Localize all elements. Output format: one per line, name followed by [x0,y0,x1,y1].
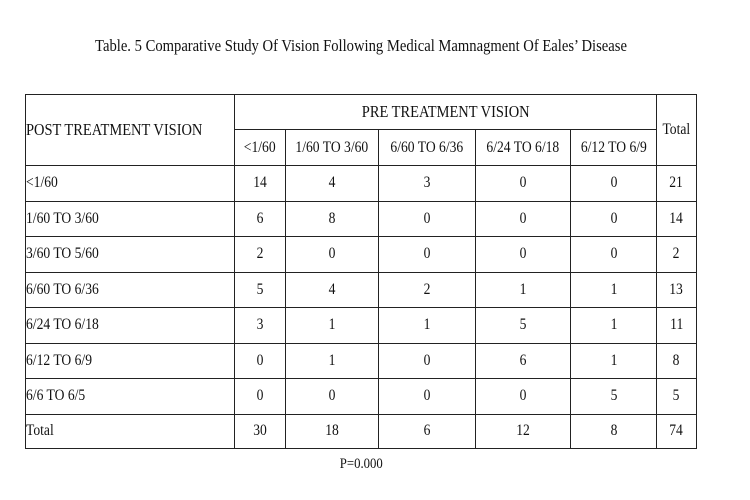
post-treatment-row-label: 1/60 TO 3/60 [25,200,235,237]
table-cell: 0 [474,236,572,273]
row-total-cell: 2 [655,236,698,273]
vision-comparison-table: POST TREATMENT VISION PRE TREATMENT VISI… [25,94,698,449]
post-treatment-row-label: 6/60 TO 6/36 [25,271,235,308]
table-cell: 0 [233,342,287,379]
pre-treatment-column-header: 6/24 TO 6/18 [474,129,572,166]
pre-treatment-column-header: <1/60 [233,129,287,166]
table-cell: 0 [233,378,287,415]
table-cell: 3 [233,307,287,344]
post-treatment-row-label: <1/60 [25,165,235,202]
table-cell: 4 [285,271,380,308]
post-treatment-row-label: 6/12 TO 6/9 [25,342,235,379]
pre-treatment-column-header: 1/60 TO 3/60 [285,129,380,166]
table-cell: 0 [285,378,380,415]
table-cell: 0 [378,342,476,379]
table-cell: 0 [570,165,657,202]
table-cell: 0 [474,200,572,237]
table-row: 3/60 TO 5/60 2 0 0 0 0 2 [25,236,698,273]
table-row: 6/6 TO 6/5 0 0 0 0 5 5 [25,378,698,415]
row-total-cell: 21 [655,165,698,202]
column-total-cell: 18 [285,413,380,449]
table-cell: 1 [285,342,380,379]
header-row-columns: <1/60 1/60 TO 3/60 6/60 TO 6/36 6/24 TO 6/1… [26,129,697,166]
pre-treatment-column-header: 6/12 TO 6/9 [570,129,657,166]
table-cell: 1 [378,307,476,344]
post-treatment-row-label: 6/6 TO 6/5 [25,378,235,415]
table-cell: 14 [233,165,287,202]
column-total-cell: 6 [378,413,476,449]
table-cell: 0 [570,200,657,237]
pre-treatment-header: PRE TREATMENT VISION [233,94,657,130]
row-total-cell: 5 [655,378,698,415]
table-cell: 0 [378,236,476,273]
totals-row-label: Total [25,413,235,449]
p-value-note: P=0.000 [339,456,383,472]
table-cell: 6 [233,200,287,237]
table-cell: 0 [570,236,657,273]
table-cell: 1 [570,271,657,308]
post-treatment-row-label: 6/24 TO 6/18 [25,307,235,344]
table-row: 6/60 TO 6/36 5 4 2 1 1 13 [25,271,698,308]
table-body: <1/60 14 4 3 0 0 21 1/60 TO 3/60 6 8 0 0 0 14 3/60 TO … [25,165,698,449]
header-row-top: POST TREATMENT VISION PRE TREATMENT VISI… [25,94,698,166]
table-cell: 0 [378,200,476,237]
total-column-header: Total [655,94,698,166]
table-cell: 0 [474,378,572,415]
column-total-cell: 8 [570,413,657,449]
row-total-cell: 11 [655,307,698,344]
table-cell: 1 [570,342,657,379]
table-cell: 6 [474,342,572,379]
row-total-cell: 13 [655,271,698,308]
row-total-cell: 8 [655,342,698,379]
row-total-cell: 14 [655,200,698,237]
table-cell: 0 [474,165,572,202]
table-cell: 4 [285,165,380,202]
pre-treatment-column-header: 6/60 TO 6/36 [378,129,476,166]
table-cell: 5 [570,378,657,415]
table-cell: 0 [285,236,380,273]
table-row: <1/60 14 4 3 0 0 21 [25,165,698,202]
table-row: 6/24 TO 6/18 3 1 1 5 1 11 [25,307,698,344]
table-cell: 0 [378,378,476,415]
grand-total-cell: 74 [655,413,698,449]
table-cell: 8 [285,200,380,237]
table-cell: 5 [474,307,572,344]
table-cell: 1 [285,307,380,344]
table-title: Table. 5 Comparative Study Of Vision Fol… [95,36,627,55]
table-cell: 2 [378,271,476,308]
post-treatment-row-label: 3/60 TO 5/60 [25,236,235,273]
table-cell: 1 [570,307,657,344]
table-cell: 3 [378,165,476,202]
column-total-cell: 30 [233,413,287,449]
totals-row: Total 30 18 6 12 8 74 [25,413,698,449]
column-total-cell: 12 [474,413,572,449]
table-cell: 1 [474,271,572,308]
post-treatment-header: POST TREATMENT VISION [25,94,235,166]
table-cell: 2 [233,236,287,273]
table-cell: 5 [233,271,287,308]
table-row: 1/60 TO 3/60 6 8 0 0 0 14 [25,200,698,237]
table-row: 6/12 TO 6/9 0 1 0 6 1 8 [25,342,698,379]
